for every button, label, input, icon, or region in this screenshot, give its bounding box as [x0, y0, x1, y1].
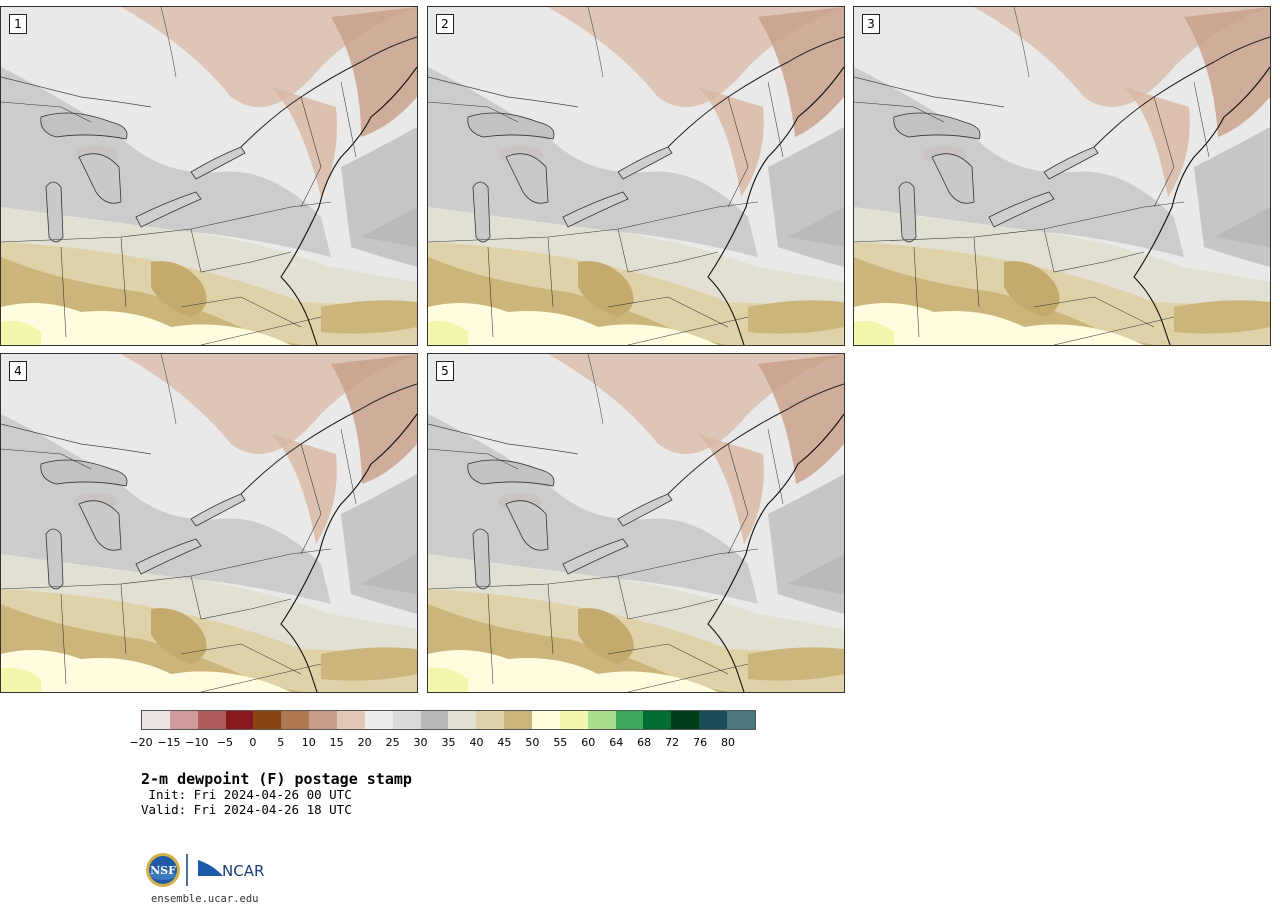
colorbar-tick-label: −20 [129, 736, 153, 749]
colorbar-segment [504, 711, 533, 729]
colorbar-tick-label: 20 [357, 736, 372, 749]
colorbar-segment [671, 711, 700, 729]
colorbar-tick-label: −10 [185, 736, 209, 749]
colorbar-segment [225, 711, 254, 729]
colorbar-tick-label: 30 [413, 736, 428, 749]
colorbar-segment [253, 711, 282, 729]
colorbar-segment [169, 711, 198, 729]
colorbar-segment [476, 711, 505, 729]
colorbar-tick-label: 0 [249, 736, 257, 749]
map-panel-2: 2 [427, 6, 845, 346]
colorbar-tick-label: 15 [329, 736, 344, 749]
map-panel-1: 1 [0, 6, 418, 346]
colorbar-tick-label: 50 [525, 736, 540, 749]
colorbar-segment [643, 711, 672, 729]
panel-number-2: 2 [436, 14, 454, 34]
colorbar-tick-label: 45 [497, 736, 512, 749]
colorbar-tick-label: 80 [721, 736, 736, 749]
colorbar-segment [420, 711, 449, 729]
colorbar-tick-label: 5 [277, 736, 285, 749]
logos: NSF NCAR [145, 851, 275, 889]
init-time: Init: Fri 2024-04-26 00 UTC [141, 787, 352, 802]
colorbar-tick-label: 72 [665, 736, 680, 749]
colorbar-segment [727, 711, 755, 729]
panel-number-5: 5 [436, 361, 454, 381]
colorbar-segment [448, 711, 477, 729]
colorbar-segment [559, 711, 588, 729]
colorbar-segment [587, 711, 616, 729]
colorbar-tick-label: −15 [157, 736, 181, 749]
panel-number-4: 4 [9, 361, 27, 381]
colorbar-segment [392, 711, 421, 729]
colorbar-tick-label: 35 [441, 736, 456, 749]
colorbar-segment [532, 711, 560, 729]
colorbar-segment [309, 711, 338, 729]
colorbar-segment [364, 711, 393, 729]
colorbar-tick-label: 60 [581, 736, 596, 749]
map-panel-3: 3 [853, 6, 1271, 346]
dewpoint-map-1 [1, 7, 417, 345]
colorbar-segment [699, 711, 728, 729]
colorbar-segment [281, 711, 310, 729]
dewpoint-map-2 [428, 7, 844, 345]
site-url: ensemble.ucar.edu [151, 893, 259, 905]
colorbar [141, 710, 756, 730]
colorbar-tick-label: 40 [469, 736, 484, 749]
colorbar-tick-label: 25 [385, 736, 400, 749]
nsf-logo: NSF [146, 853, 180, 887]
colorbar-segment [142, 711, 170, 729]
dewpoint-map-3 [854, 7, 1270, 345]
colorbar-segment [337, 711, 365, 729]
ncar-logo-text: NCAR [222, 862, 264, 880]
colorbar-tick-label: 76 [693, 736, 708, 749]
colorbar-tick-label: 55 [553, 736, 568, 749]
colorbar-tick-label: −5 [216, 736, 233, 749]
colorbar-segment [615, 711, 644, 729]
colorbar-tick-label: 10 [301, 736, 316, 749]
map-panel-5: 5 [427, 353, 845, 693]
colorbar-tick-label: 64 [609, 736, 624, 749]
panel-number-3: 3 [862, 14, 880, 34]
ncar-logo: NCAR [198, 860, 264, 880]
panel-number-1: 1 [9, 14, 27, 34]
nsf-logo-text: NSF [150, 864, 176, 877]
dewpoint-map-5 [428, 354, 844, 692]
colorbar-tick-label: 68 [637, 736, 652, 749]
colorbar-ticks: −20 −15 −10 −5 0 5 10 15 20 25 30 35 40 45 50 55 60 64 68 7… [129, 736, 756, 750]
valid-time: Valid: Fri 2024-04-26 18 UTC [141, 802, 352, 817]
map-panel-4: 4 [0, 353, 418, 693]
dewpoint-map-4 [1, 354, 417, 692]
figure-title: 2-m dewpoint (F) postage stamp [141, 770, 412, 788]
colorbar-segment [197, 711, 226, 729]
